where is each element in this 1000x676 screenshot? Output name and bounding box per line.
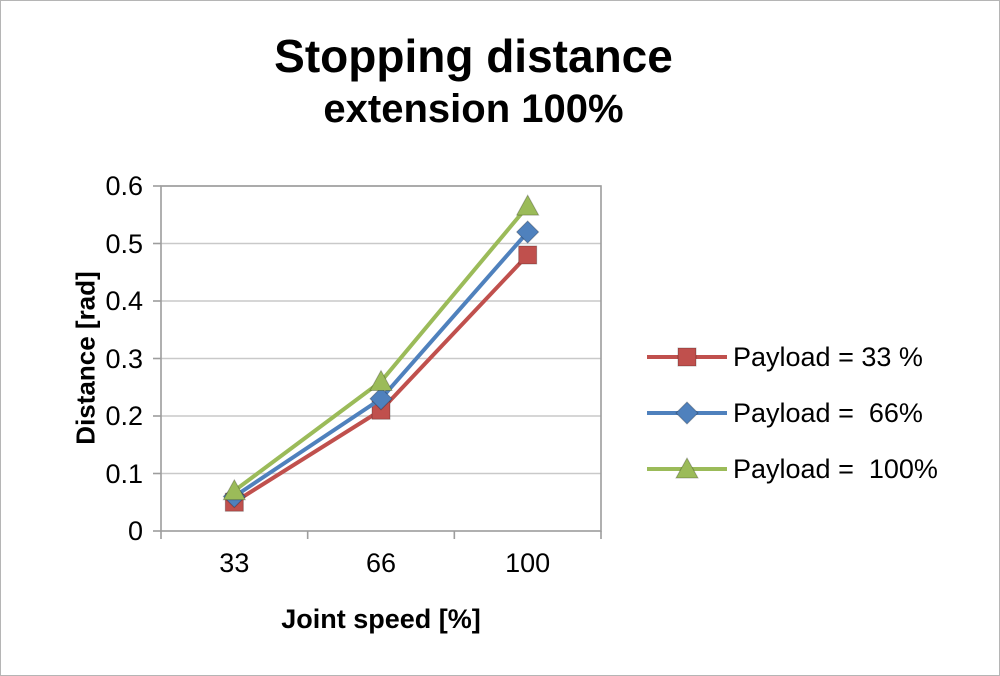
x-axis-tick-label: 100 xyxy=(505,548,551,578)
chart-title-line1: Stopping distance xyxy=(274,30,673,82)
legend: Payload = 33 % Payload = 66% Payload = 100… xyxy=(645,329,938,497)
y-axis-title: Distance [rad] xyxy=(70,271,101,445)
y-axis-tick-label: 0.5 xyxy=(105,228,143,259)
y-axis-tick-label: 0 xyxy=(127,516,143,546)
y-axis-tick-label: 0.2 xyxy=(105,401,143,431)
legend-label: Payload = 66% xyxy=(733,397,923,428)
chart-title: Stopping distance extension 100% xyxy=(1,31,946,132)
y-axis-tick-label: 0.3 xyxy=(105,343,143,374)
legend-marker-icon xyxy=(647,347,727,367)
y-axis-tick-label: 0.6 xyxy=(105,171,143,201)
legend-marker-icon xyxy=(647,456,727,479)
legend-label: Payload = 100% xyxy=(733,453,938,484)
legend-marker-icon xyxy=(647,401,727,425)
legend-item: Payload = 66% xyxy=(645,385,938,441)
x-axis-tick-label: 33 xyxy=(219,548,250,578)
x-axis-tick-label: 66 xyxy=(365,548,397,578)
legend-item: Payload = 100% xyxy=(645,441,938,497)
legend-item: Payload = 33 % xyxy=(645,329,938,385)
legend-label: Payload = 33 % xyxy=(733,341,923,372)
y-axis-tick-label: 0.4 xyxy=(105,286,143,316)
chart-title-line2: extension 100% xyxy=(323,86,624,131)
y-axis-tick-label: 0.1 xyxy=(105,458,143,489)
x-axis-title: Joint speed [%] xyxy=(281,604,481,634)
